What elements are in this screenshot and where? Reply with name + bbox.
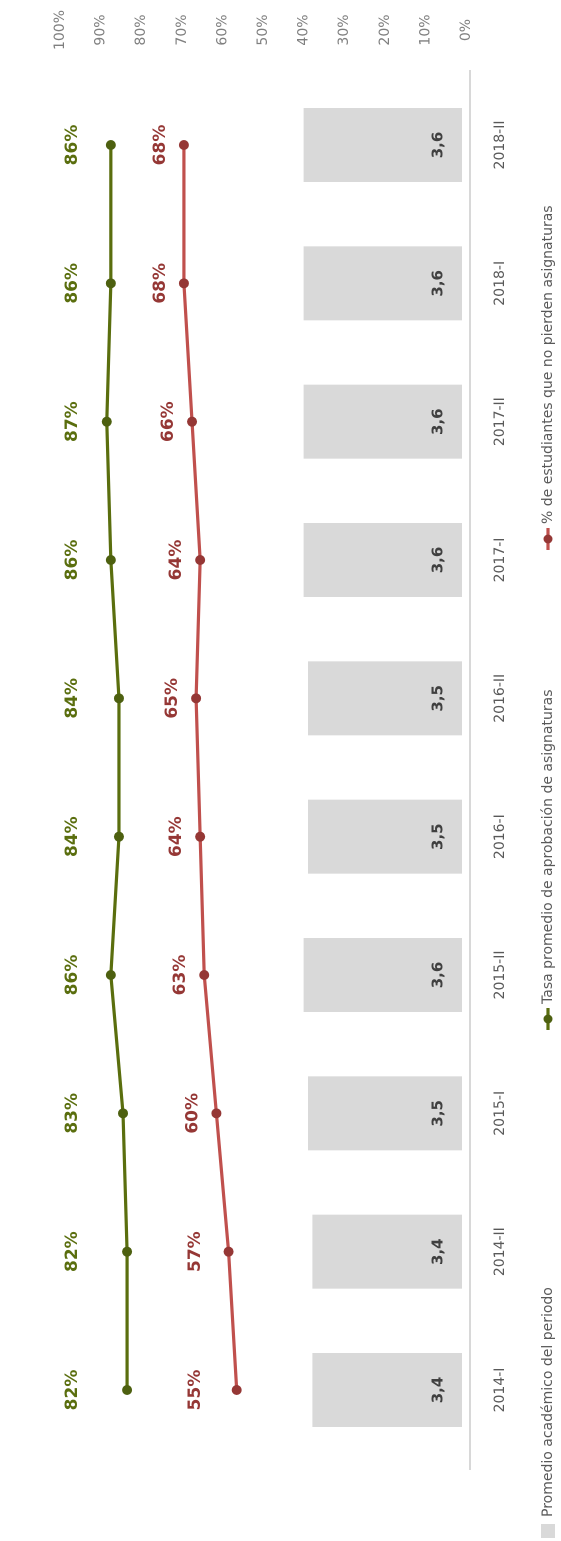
series-line <box>182 145 239 1391</box>
series-marker <box>187 416 198 427</box>
bar <box>308 799 462 874</box>
approval-rate-label: 86% <box>62 125 82 166</box>
approval-rate-label: 82% <box>62 1231 82 1272</box>
category-label: 2014-I <box>492 1368 508 1413</box>
bars-layer <box>303 108 462 1427</box>
value-axis-ticks: 100% 90% 80% 70% 60% 50% 40% 30% 20% 10% 0% <box>52 10 474 50</box>
bar <box>312 1214 462 1289</box>
series-marker <box>178 278 189 289</box>
approval-rate-label: 82% <box>62 1370 82 1411</box>
bar-value-label: 3,6 <box>429 547 447 574</box>
category-labels: 2014-I 2014-II 2015-I 2015-II 2016-I 2016-II 2… <box>492 121 508 1413</box>
labels-layer: 3,4 3,4 3,5 3,6 3,5 3,5 3,6 3,6 3,6 3,6 82% 82% 83% 8… <box>62 125 447 1411</box>
value-tick-label: 30% <box>336 14 352 45</box>
bar-value-label: 3,4 <box>429 1238 447 1265</box>
bar-value-label: 3,6 <box>429 270 447 297</box>
series-marker <box>223 1246 234 1257</box>
legend-swatch-bars <box>541 1524 555 1538</box>
series-marker <box>178 140 189 150</box>
bar <box>303 938 462 1012</box>
legend-swatch-marker <box>543 1014 553 1024</box>
approval-rate-label: 84% <box>62 678 82 719</box>
series-marker <box>195 831 206 842</box>
bar-value-label: 3,6 <box>429 132 447 159</box>
bar-value-label: 3,5 <box>429 1100 447 1127</box>
category-label: 2015-I <box>492 1091 508 1136</box>
value-tick-label: 0% <box>458 19 474 41</box>
no-fail-rate-label: 68% <box>150 125 170 166</box>
no-fail-rate-label: 63% <box>170 955 190 996</box>
category-label: 2014-II <box>492 1227 508 1276</box>
no-fail-rate-label: 64% <box>166 816 186 857</box>
value-tick-label: 90% <box>93 14 109 45</box>
series-marker <box>118 1108 129 1119</box>
series-marker <box>195 555 206 565</box>
no-fail-rate-label: 65% <box>162 678 182 719</box>
bar-value-label: 3,6 <box>429 962 447 989</box>
no-fail-rate-label: 68% <box>150 263 170 304</box>
value-tick-label: 50% <box>255 14 271 45</box>
bar-value-label: 3,5 <box>429 685 447 712</box>
bar <box>303 246 462 321</box>
approval-rate-label: 86% <box>62 540 82 581</box>
series-marker <box>191 693 202 704</box>
approval-rate-label: 86% <box>62 955 82 996</box>
category-label: 2016-II <box>492 674 508 723</box>
lines-layer <box>101 140 242 1395</box>
no-fail-rate-label: 60% <box>182 1093 202 1134</box>
series-marker <box>105 555 116 565</box>
no-fail-rate-label: 57% <box>185 1231 205 1272</box>
category-label: 2016-I <box>492 814 508 859</box>
category-label: 2015-II <box>492 951 508 1000</box>
series-marker <box>231 1385 242 1395</box>
value-tick-label: 60% <box>214 14 230 45</box>
no-fail-rate-label: 64% <box>166 540 186 581</box>
legend-label-series: % de estudiantes que no pierden asignatu… <box>540 205 556 524</box>
value-tick-label: 10% <box>417 14 433 45</box>
bar <box>312 1353 462 1427</box>
series-marker <box>113 831 124 842</box>
bar-value-label: 3,5 <box>429 823 447 850</box>
series-marker <box>105 970 116 980</box>
approval-rate-label: 86% <box>62 263 82 304</box>
series-marker <box>211 1108 222 1119</box>
approval-rate-label: 84% <box>62 816 82 857</box>
approval-rate-label: 83% <box>62 1093 82 1134</box>
series-marker <box>105 140 116 150</box>
bar-value-label: 3,4 <box>429 1377 447 1404</box>
category-label: 2017-II <box>492 397 508 446</box>
no-fail-rate-label: 55% <box>185 1370 205 1411</box>
series-marker <box>122 1385 133 1395</box>
bar <box>303 384 462 459</box>
bar-value-label: 3,6 <box>429 408 447 435</box>
value-tick-label: 40% <box>296 14 312 45</box>
value-tick-label: 80% <box>133 14 149 45</box>
no-fail-rate-label: 66% <box>158 401 178 442</box>
series-marker <box>113 693 124 704</box>
series-marker <box>199 970 210 980</box>
category-label: 2018-I <box>492 261 508 306</box>
series-marker <box>105 278 116 289</box>
legend-label-series: Tasa promedio de aprobación de asignatur… <box>540 690 556 1006</box>
approval-rate-label: 87% <box>62 401 82 442</box>
category-label: 2017-I <box>492 538 508 583</box>
series-line <box>105 145 129 1390</box>
legend: Promedio académico del periodo Tasa prome… <box>540 205 556 1538</box>
legend-label-bars: Promedio académico del periodo <box>540 1287 556 1517</box>
value-tick-label: 70% <box>174 14 190 45</box>
bar <box>308 661 462 736</box>
legend-swatch-marker <box>543 534 553 544</box>
category-label: 2018-II <box>492 121 508 170</box>
bar <box>308 1076 462 1151</box>
value-tick-label: 20% <box>377 14 393 45</box>
bar <box>303 108 462 182</box>
series-marker <box>122 1246 133 1257</box>
series-marker <box>101 416 112 427</box>
bar <box>303 523 462 597</box>
value-tick-label: 100% <box>52 10 68 50</box>
